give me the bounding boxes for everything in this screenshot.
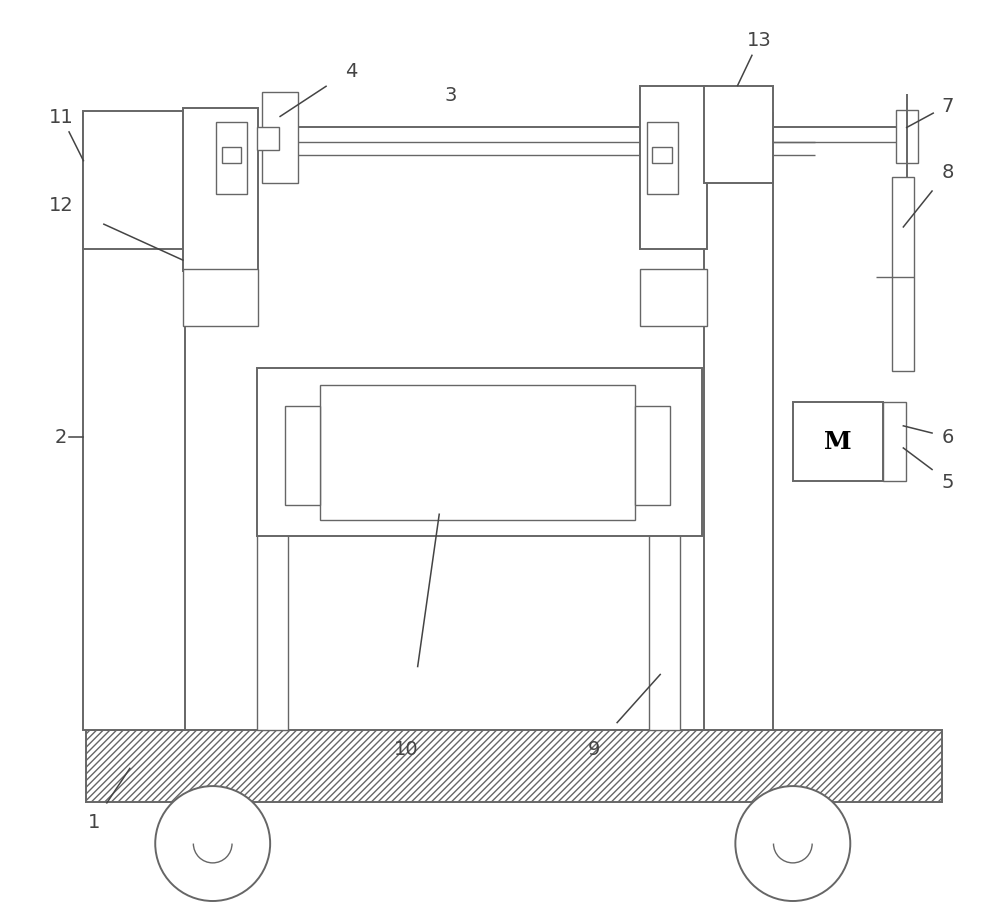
Bar — [183, 269, 258, 327]
Text: M: M — [824, 430, 852, 454]
Text: 6: 6 — [941, 428, 954, 447]
Text: 2: 2 — [55, 428, 67, 447]
Bar — [86, 730, 942, 801]
Bar — [793, 403, 883, 482]
Bar — [257, 493, 288, 730]
Bar — [704, 86, 773, 184]
Bar — [216, 123, 247, 195]
Bar — [896, 110, 918, 164]
Bar — [883, 403, 906, 482]
Bar — [222, 148, 241, 164]
Text: 1: 1 — [88, 812, 101, 831]
Circle shape — [155, 787, 270, 901]
Bar — [320, 386, 635, 520]
Bar — [285, 406, 320, 505]
Text: 12: 12 — [49, 196, 74, 215]
Text: 9: 9 — [588, 739, 600, 758]
Bar — [257, 369, 702, 537]
Bar — [83, 114, 185, 730]
Bar — [652, 148, 672, 164]
Bar — [262, 93, 298, 184]
Bar — [640, 269, 707, 327]
Bar — [649, 493, 680, 730]
Bar — [892, 178, 914, 371]
Text: 5: 5 — [941, 472, 954, 491]
Bar — [640, 86, 707, 250]
Bar — [635, 406, 670, 505]
Text: 11: 11 — [49, 108, 74, 127]
Bar — [183, 108, 258, 272]
Text: 13: 13 — [747, 30, 772, 50]
Text: 7: 7 — [941, 96, 954, 116]
Bar — [257, 129, 279, 151]
Text: 10: 10 — [394, 739, 418, 758]
Circle shape — [735, 787, 850, 901]
Text: 8: 8 — [941, 163, 954, 182]
Bar — [704, 114, 773, 730]
Text: 3: 3 — [444, 85, 456, 105]
Bar — [647, 123, 678, 195]
Bar — [83, 112, 185, 250]
Text: 4: 4 — [345, 62, 357, 81]
